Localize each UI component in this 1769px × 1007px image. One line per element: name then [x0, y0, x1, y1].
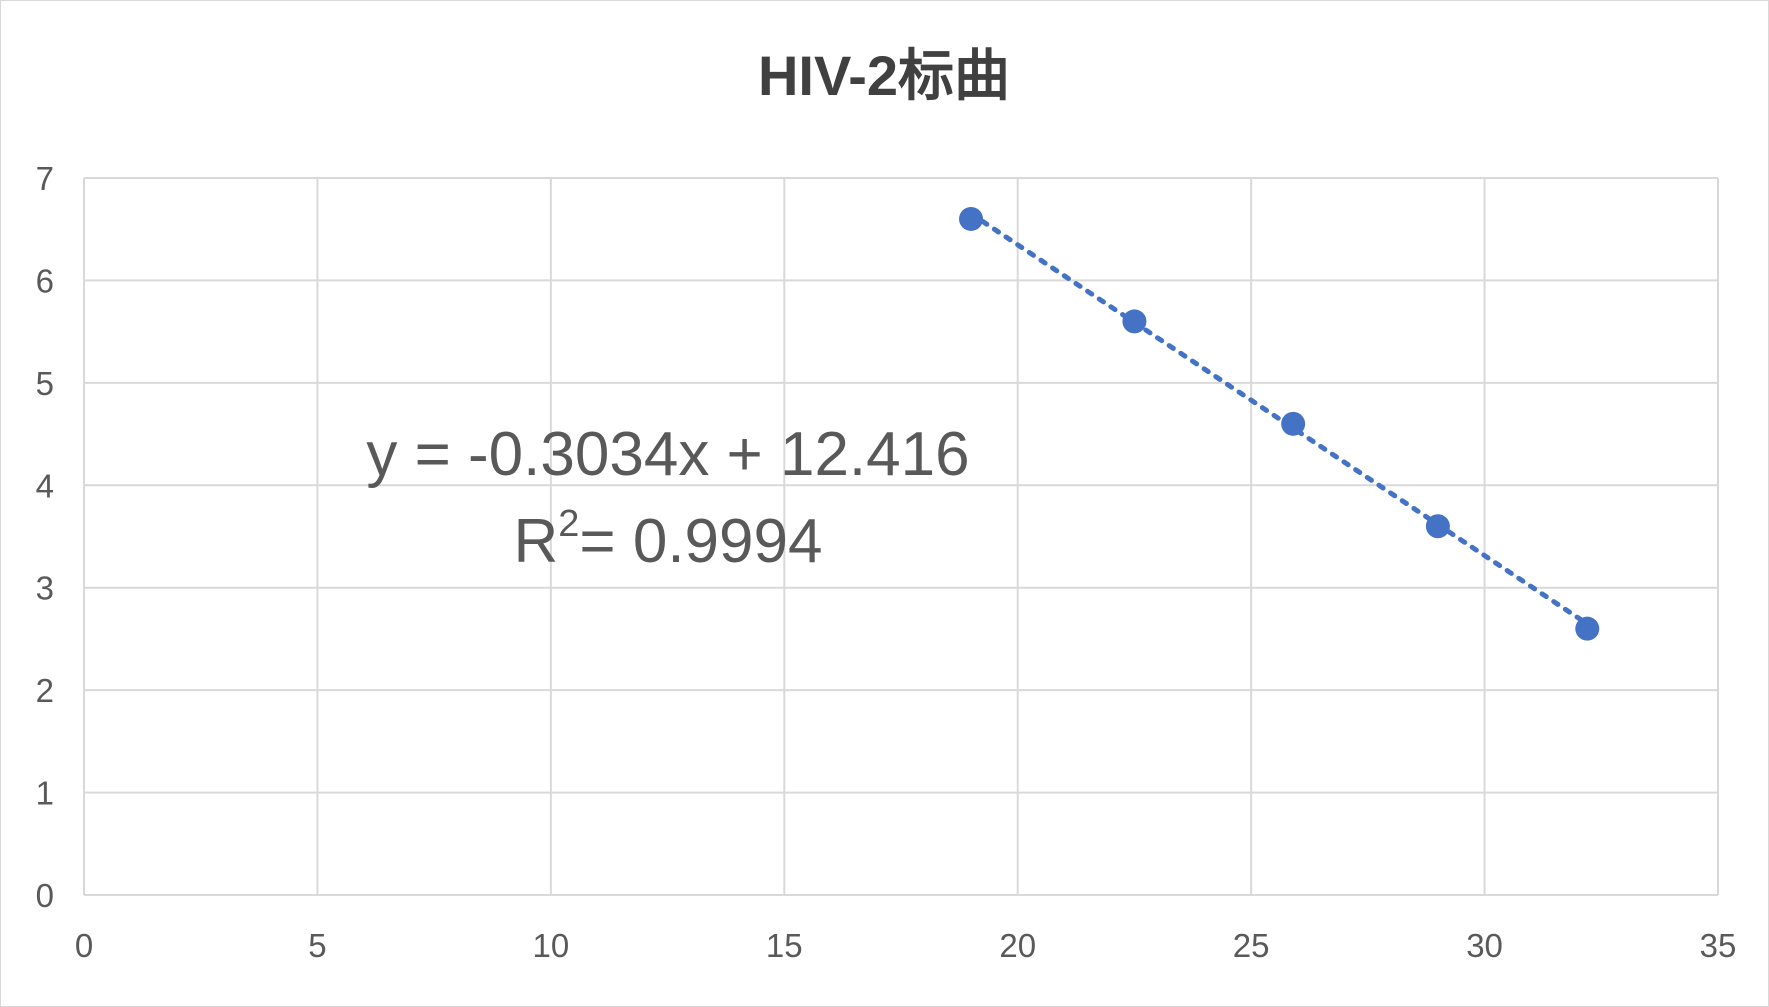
x-tick-label: 30: [1466, 927, 1503, 964]
y-tick-label: 2: [36, 672, 54, 709]
data-point: [1575, 616, 1600, 641]
x-tick-label: 0: [75, 927, 93, 964]
y-tick-label: 4: [36, 467, 54, 504]
r-squared-label: R2= 0.9994: [514, 503, 823, 576]
x-tick-label: 15: [766, 927, 803, 964]
y-tick-label: 3: [36, 570, 54, 607]
data-points: [959, 206, 1600, 641]
trendline-line: [968, 211, 1590, 627]
gridlines: [84, 177, 1719, 895]
data-point: [959, 206, 984, 231]
y-tick-label: 6: [36, 262, 54, 299]
data-point: [1122, 309, 1147, 334]
data-point: [1425, 514, 1450, 539]
chart-title: HIV-2标曲: [758, 44, 1010, 107]
r-squared-exponent: 2: [558, 503, 579, 545]
trendline-label: y = -0.3034x + 12.416 R2= 0.9994: [366, 420, 969, 576]
x-tick-label: 20: [999, 927, 1036, 964]
trendline: [968, 211, 1590, 627]
axes: [83, 178, 1718, 896]
r-squared-value: = 0.9994: [579, 507, 822, 576]
x-tick-label: 5: [308, 927, 326, 964]
x-tick-label: 35: [1700, 927, 1737, 964]
trendline-equation: y = -0.3034x + 12.416: [366, 420, 969, 489]
y-tick-label: 5: [36, 365, 54, 402]
x-tick-label: 25: [1233, 927, 1270, 964]
tick-labels: 0 5 10 15 20 25 30 35 0 1 2 3 4 5 6 7: [36, 160, 1737, 964]
y-tick-label: 1: [36, 775, 54, 812]
data-point: [1281, 411, 1306, 436]
r-squared-prefix: R: [514, 507, 559, 576]
y-tick-label: 0: [36, 877, 54, 914]
x-tick-label: 10: [532, 927, 569, 964]
y-tick-label: 7: [36, 160, 54, 197]
